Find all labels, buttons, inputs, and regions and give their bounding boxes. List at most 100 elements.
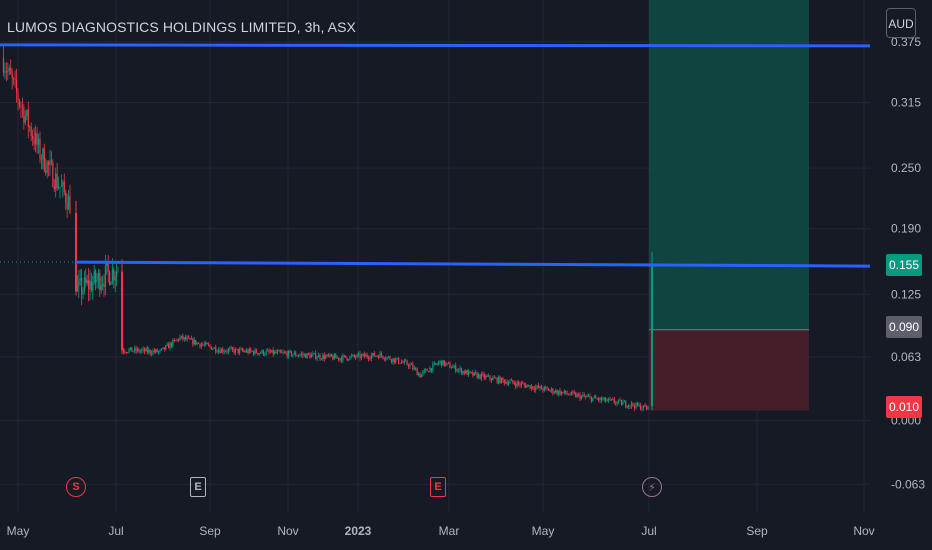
interval-label: 3h	[304, 19, 321, 35]
candle-body	[172, 340, 174, 347]
candle-body	[156, 349, 158, 353]
candle-body	[636, 402, 639, 406]
candle-body	[60, 185, 63, 187]
candle-body	[36, 133, 38, 146]
candle-body	[293, 352, 295, 355]
candle-body	[603, 397, 605, 400]
candle-body	[253, 351, 255, 355]
candle-body	[303, 354, 305, 356]
candle-body	[362, 353, 364, 356]
candle-body	[516, 382, 518, 387]
candle-body	[470, 372, 473, 373]
candle-body	[419, 373, 421, 378]
earnings-icon-2[interactable]: E	[430, 477, 446, 497]
candle-body	[549, 390, 551, 392]
time-tick-label: Mar	[439, 524, 460, 538]
candle-body	[627, 405, 630, 408]
candle-body	[272, 349, 274, 355]
entry-price-tag: 0.090	[886, 316, 922, 338]
candle-body	[127, 352, 129, 354]
candle-body	[134, 348, 136, 352]
candle-body	[347, 359, 350, 361]
currency-button[interactable]: AUD	[886, 8, 916, 38]
candle-body	[423, 370, 425, 372]
candle-body	[100, 285, 102, 291]
candle-body	[170, 342, 173, 347]
candle-body	[429, 368, 431, 373]
candle-body	[437, 362, 440, 365]
candle-body	[499, 376, 501, 384]
candle-body	[2, 57, 5, 73]
candle-body	[146, 348, 148, 353]
price-axis: 0.3750.3150.2500.1900.1250.0630.000-0.06…	[891, 35, 925, 491]
candle-body	[335, 354, 337, 358]
candle-body	[587, 396, 590, 398]
candle-body	[18, 100, 21, 106]
price-tick-label: 0.250	[891, 161, 921, 175]
candle-body	[279, 350, 281, 352]
candle-body	[526, 385, 528, 388]
candle-body	[463, 371, 465, 374]
candle-body	[607, 398, 610, 401]
candle-body	[200, 344, 203, 347]
candle-body	[475, 372, 477, 374]
support-line	[75, 260, 871, 268]
candle-body	[176, 339, 178, 341]
candle-body	[576, 394, 578, 398]
candle-body	[69, 195, 71, 213]
candle-body	[193, 339, 195, 345]
candle-body	[99, 273, 101, 291]
candle-body	[645, 406, 648, 410]
candle-body	[232, 347, 234, 350]
candle-body	[485, 375, 487, 379]
candle-body	[226, 351, 228, 353]
candle-body	[589, 396, 591, 398]
candle-body	[546, 387, 548, 389]
candle-body	[258, 352, 260, 355]
candle-body	[20, 105, 22, 107]
candle-body	[522, 383, 524, 385]
candle-body	[135, 348, 137, 352]
candle-body	[43, 148, 45, 171]
candle-body	[346, 357, 348, 360]
candle-body	[432, 363, 434, 371]
earnings-icon[interactable]: E	[190, 477, 206, 497]
candle-body	[46, 161, 48, 173]
candle-body	[550, 388, 553, 391]
candle-body	[566, 393, 568, 395]
split-icon[interactable]: S	[66, 477, 86, 497]
candle-body	[49, 160, 51, 166]
price-tick-label: -0.063	[891, 477, 925, 491]
candle-body	[342, 355, 344, 361]
candle-body	[337, 357, 340, 360]
candle-body	[426, 369, 428, 372]
candle-body	[79, 278, 81, 281]
candle-body	[486, 375, 488, 377]
candle-body	[167, 344, 170, 349]
candle-body	[532, 386, 534, 389]
candle-body	[56, 173, 58, 189]
candle-body	[57, 187, 60, 189]
candle-body	[286, 352, 288, 357]
resistance-line	[0, 43, 871, 48]
candle-body	[297, 355, 300, 357]
candle-body	[405, 360, 407, 362]
candle-body	[50, 160, 53, 163]
candle-body	[509, 380, 511, 383]
candle-body	[582, 394, 584, 396]
chart-grid	[0, 0, 870, 512]
candle-body	[11, 74, 13, 79]
candle-body	[139, 350, 141, 352]
candle-body	[632, 403, 634, 406]
candle-body	[559, 390, 561, 395]
candle-body	[254, 349, 256, 355]
candle-body	[229, 348, 231, 350]
candle-body	[457, 369, 460, 371]
lightning-icon[interactable]: ⚡	[642, 477, 662, 497]
candle-body	[553, 392, 555, 394]
candle-body	[510, 380, 513, 381]
candle-body	[535, 387, 537, 390]
candle-body	[625, 401, 627, 407]
candle-body	[452, 366, 454, 368]
